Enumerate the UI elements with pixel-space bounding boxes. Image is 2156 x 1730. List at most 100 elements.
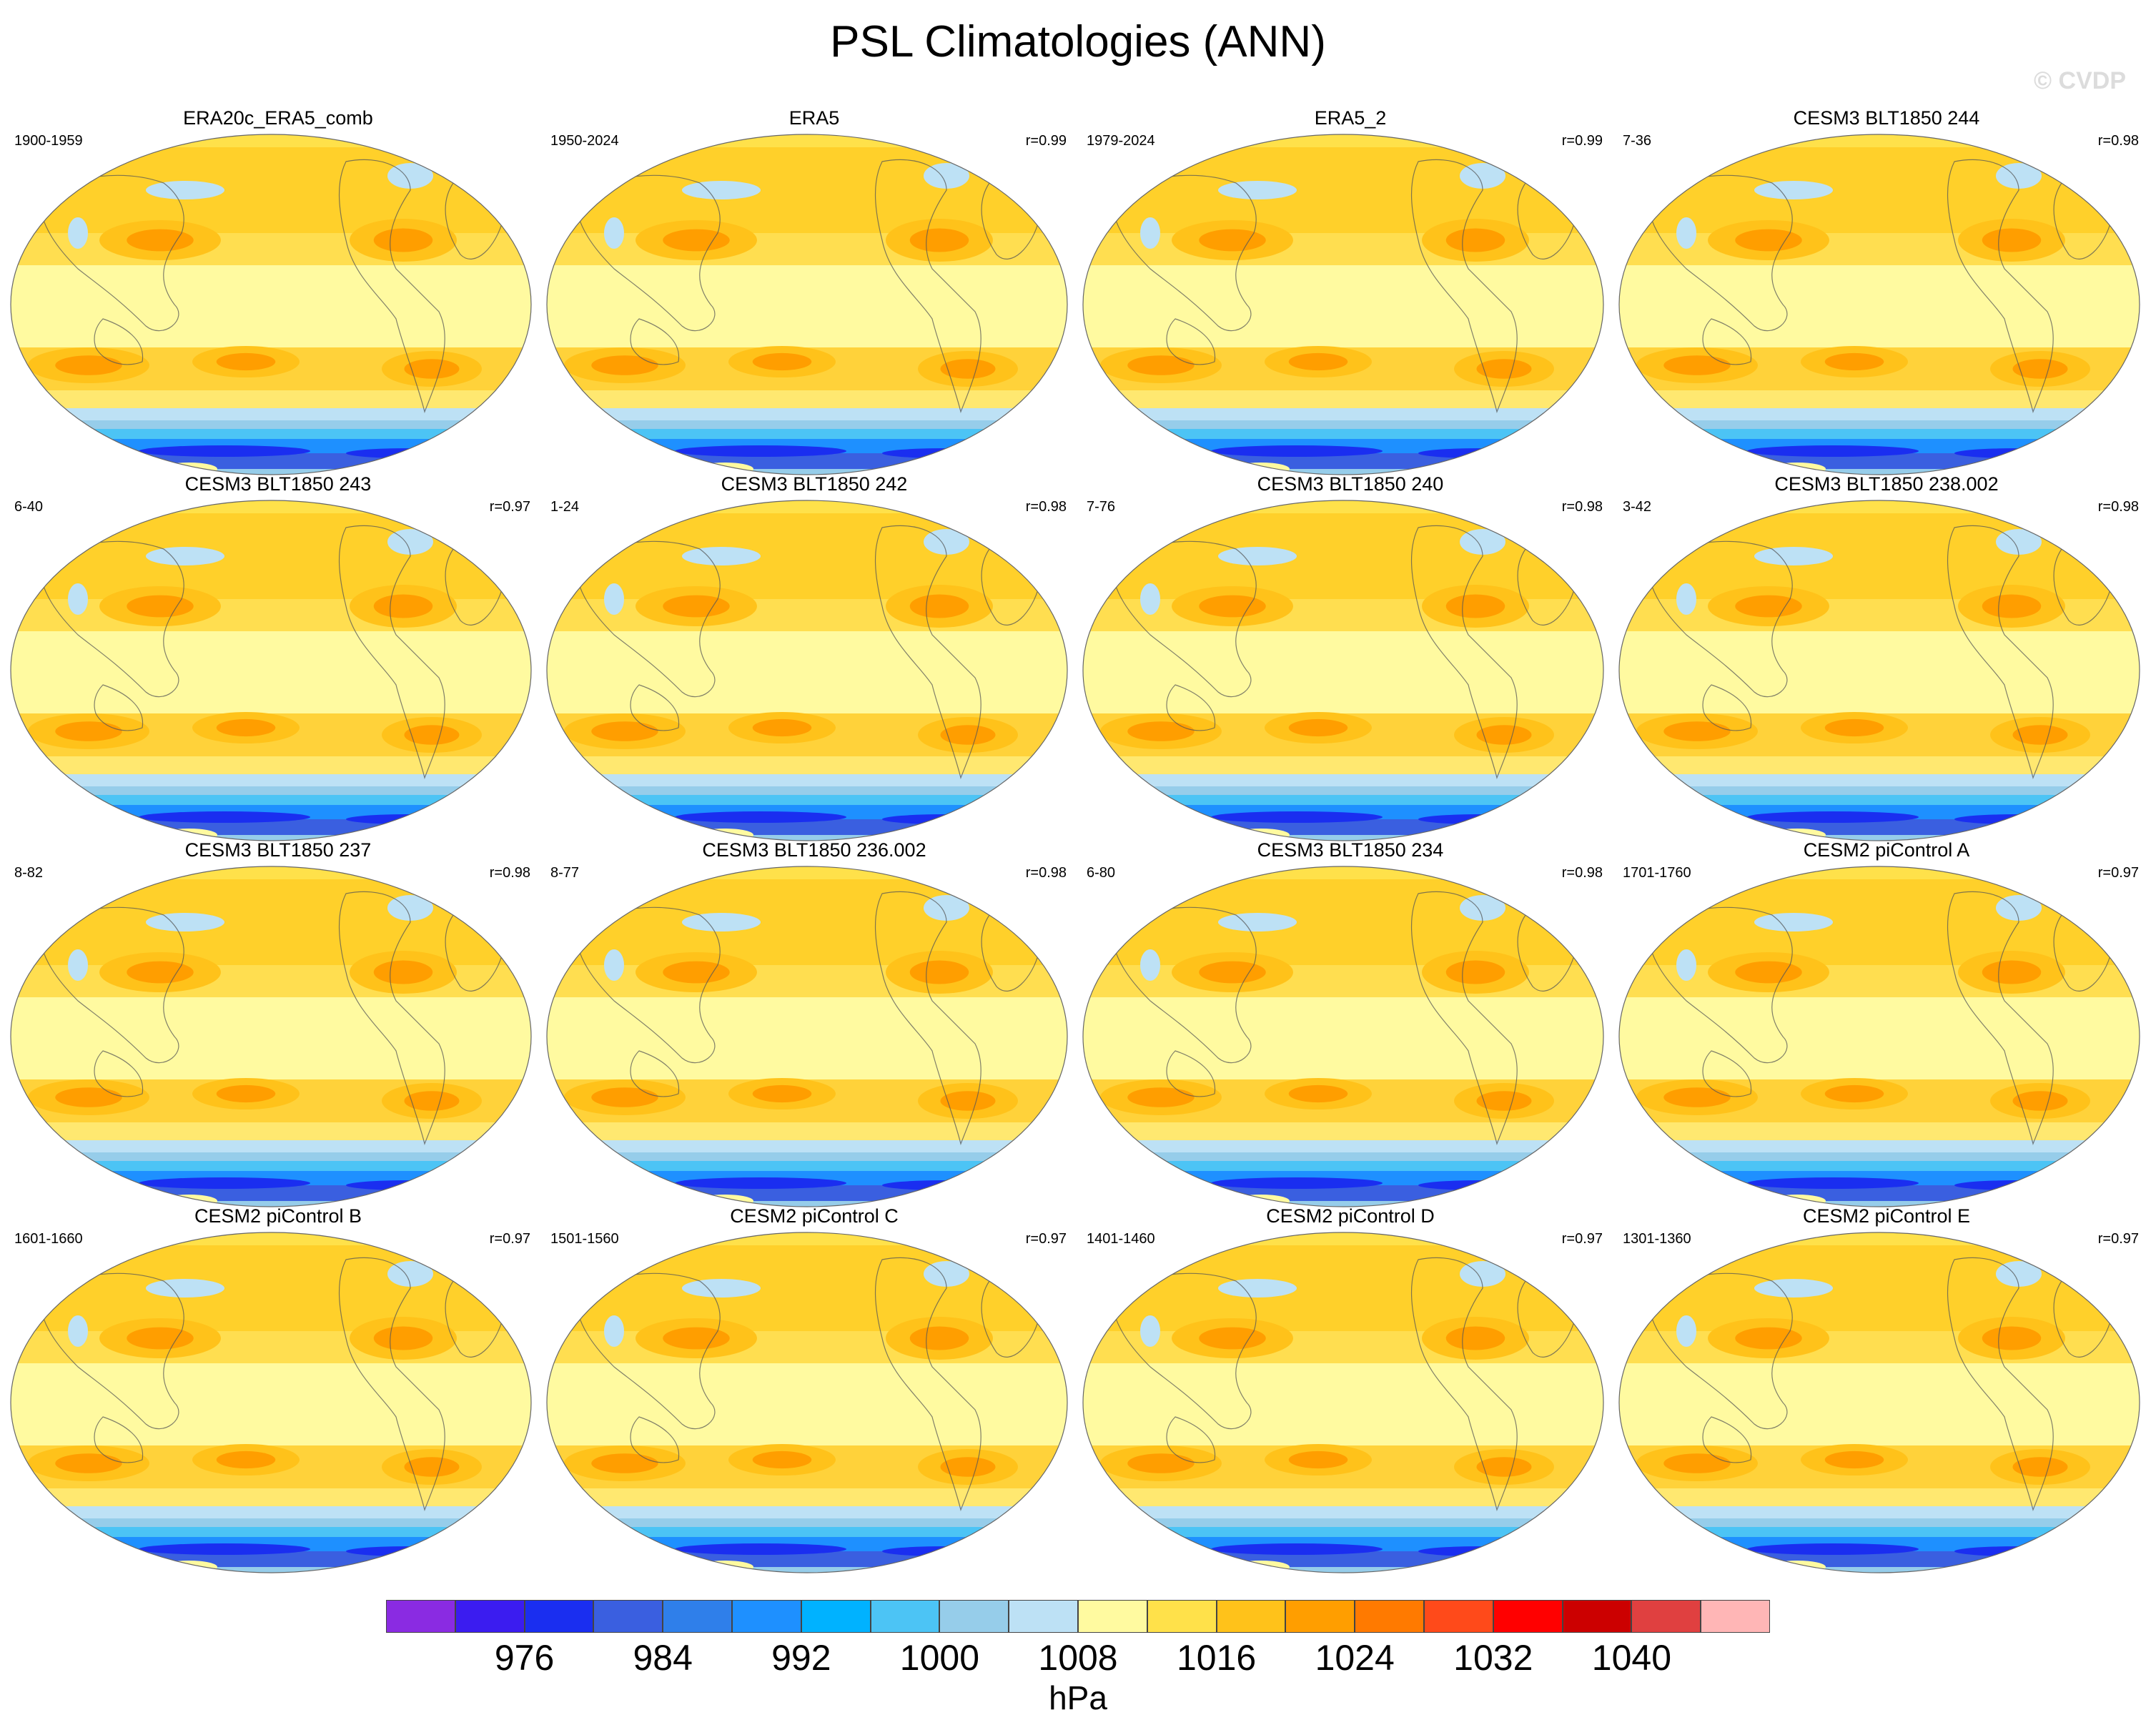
watermark: © CVDP — [2034, 67, 2126, 94]
map-panel: CESM3 BLT1850 234 6-80 r=0.98 — [1082, 838, 1618, 1207]
colorbar-tick-label: 1000 — [899, 1638, 980, 1678]
map-panel: CESM2 piControl A 1701-1760 r=0.97 — [1618, 838, 2155, 1207]
panel-correlation: r=0.98 — [1025, 499, 1067, 515]
colorbar-box — [1147, 1600, 1217, 1633]
panel-years: 1950-2024 — [550, 133, 619, 149]
panel-years: 8-77 — [550, 865, 580, 881]
panel-years: 6-40 — [14, 499, 44, 515]
psl-map — [1082, 500, 1604, 841]
psl-map — [1082, 1232, 1604, 1573]
map-panel: CESM3 BLT1850 242 1-24 r=0.98 — [546, 472, 1082, 841]
panel-title: CESM3 BLT1850 243 — [184, 473, 372, 495]
panel-years: 1401-1460 — [1087, 1231, 1155, 1247]
panel-correlation: r=0.98 — [489, 865, 530, 881]
psl-map — [1618, 1232, 2140, 1573]
panel-correlation: r=0.98 — [1561, 499, 1603, 515]
psl-map — [1618, 866, 2140, 1207]
map-panel: CESM2 piControl C 1501-1560 r=0.97 — [546, 1204, 1082, 1573]
colorbar-box — [1424, 1600, 1493, 1633]
colorbar-box — [455, 1600, 525, 1633]
colorbar-box — [801, 1600, 871, 1633]
panel-years: 1-24 — [550, 499, 580, 515]
psl-map — [546, 134, 1068, 475]
panel-years: 1501-1560 — [550, 1231, 619, 1247]
colorbar-box — [1562, 1600, 1632, 1633]
map-panel: CESM3 BLT1850 236.002 8-77 r=0.98 — [546, 838, 1082, 1207]
panel-correlation: r=0.98 — [1025, 865, 1067, 881]
colorbar-box — [1009, 1600, 1078, 1633]
psl-map — [1082, 866, 1604, 1207]
psl-map — [546, 500, 1068, 841]
map-panel: CESM2 piControl B 1601-1660 r=0.97 — [10, 1204, 546, 1573]
colorbar-box — [939, 1600, 1009, 1633]
colorbar-box — [1631, 1600, 1701, 1633]
psl-map — [10, 866, 532, 1207]
map-panel: CESM3 BLT1850 243 6-40 r=0.97 — [10, 472, 546, 841]
panel-correlation: r=0.97 — [2097, 865, 2139, 881]
psl-map — [10, 134, 532, 475]
colorbar-tick-label: 1040 — [1591, 1638, 1672, 1678]
panel-title: CESM3 BLT1850 238.002 — [1774, 473, 1999, 495]
figure-title: PSL Climatologies (ANN) — [830, 17, 1326, 66]
panel-years: 1701-1760 — [1623, 865, 1691, 881]
panel-title: CESM3 BLT1850 240 — [1257, 473, 1444, 495]
map-panel: ERA5 1950-2024 r=0.99 — [546, 106, 1082, 475]
panel-years: 7-76 — [1087, 499, 1116, 515]
colorbar-box — [1355, 1600, 1424, 1633]
map-panel: CESM2 piControl E 1301-1360 r=0.97 — [1618, 1204, 2155, 1573]
psl-map — [1082, 134, 1604, 475]
panel-title: ERA20c_ERA5_comb — [183, 107, 373, 129]
colorbar-box — [524, 1600, 594, 1633]
colorbar-box — [1701, 1600, 1770, 1633]
panel-years: 1601-1660 — [14, 1231, 83, 1247]
panel-correlation: r=0.97 — [489, 1231, 530, 1247]
colorbar-units: hPa — [1049, 1679, 1107, 1716]
colorbar — [386, 1600, 1770, 1633]
colorbar-box — [1216, 1600, 1286, 1633]
psl-map — [546, 866, 1068, 1207]
panel-correlation: r=0.97 — [489, 499, 530, 515]
colorbar-box — [386, 1600, 455, 1633]
colorbar-tick-label: 1008 — [1038, 1638, 1118, 1678]
panel-title: CESM3 BLT1850 244 — [1793, 107, 1980, 129]
colorbar-box — [1285, 1600, 1355, 1633]
panel-years: 6-80 — [1087, 865, 1116, 881]
panel-correlation: r=0.99 — [1561, 133, 1603, 149]
panel-title: ERA5 — [788, 107, 840, 129]
panel-correlation: r=0.97 — [1561, 1231, 1603, 1247]
colorbar-box — [1493, 1600, 1563, 1633]
colorbar-box — [870, 1600, 940, 1633]
colorbar-tick-label: 976 — [494, 1638, 555, 1678]
colorbar-tick-label: 1032 — [1453, 1638, 1533, 1678]
panel-title: CESM2 piControl E — [1802, 1205, 1971, 1227]
panel-title: CESM3 BLT1850 237 — [184, 839, 372, 861]
colorbar-box — [1078, 1600, 1147, 1633]
map-panel: CESM2 piControl D 1401-1460 r=0.97 — [1082, 1204, 1618, 1573]
panel-title: CESM3 BLT1850 242 — [721, 473, 908, 495]
colorbar-tick-label: 1024 — [1315, 1638, 1395, 1678]
panel-correlation: r=0.98 — [2097, 499, 2139, 515]
map-panel: ERA5_2 1979-2024 r=0.99 — [1082, 106, 1618, 475]
psl-map — [1618, 500, 2140, 841]
map-panel: CESM3 BLT1850 238.002 3-42 r=0.98 — [1618, 472, 2155, 841]
colorbar-box — [593, 1600, 663, 1633]
panel-correlation: r=0.98 — [1561, 865, 1603, 881]
colorbar-tick-label: 992 — [771, 1638, 831, 1678]
panel-correlation: r=0.97 — [1025, 1231, 1067, 1247]
panel-title: CESM2 piControl D — [1266, 1205, 1435, 1227]
colorbar-box — [732, 1600, 801, 1633]
panel-correlation: r=0.99 — [1025, 133, 1067, 149]
panel-title: CESM2 piControl C — [730, 1205, 899, 1227]
panel-title: CESM2 piControl A — [1803, 839, 1970, 861]
panel-years: 1979-2024 — [1087, 133, 1155, 149]
psl-map — [546, 1232, 1068, 1573]
psl-map — [10, 1232, 532, 1573]
panel-title: ERA5_2 — [1314, 107, 1387, 129]
panel-years: 1301-1360 — [1623, 1231, 1691, 1247]
map-panel: CESM3 BLT1850 244 7-36 r=0.98 — [1618, 106, 2155, 475]
panel-correlation: r=0.98 — [2097, 133, 2139, 149]
panel-years: 8-82 — [14, 865, 44, 881]
panel-correlation: r=0.97 — [2097, 1231, 2139, 1247]
psl-map — [1618, 134, 2140, 475]
map-panel: ERA20c_ERA5_comb 1900-1959 — [10, 106, 546, 475]
